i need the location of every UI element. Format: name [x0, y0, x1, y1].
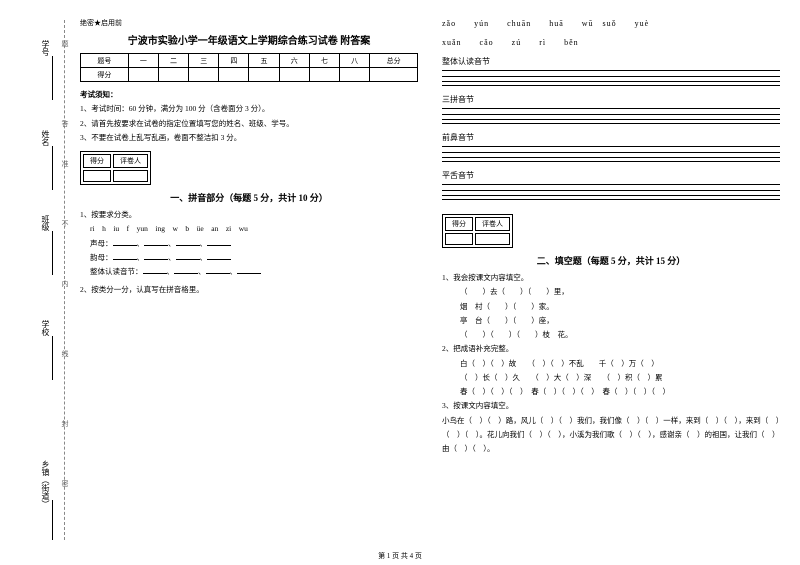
- left-column: 绝密★启用前 宁波市实验小学一年级语文上学期综合练习试卷 附答案 题号 一 二 …: [80, 18, 418, 548]
- fill-row: 春（ ）（ ）（ ） 春（ ）（ ）（ ） 春（ ）（ ）（ ）: [460, 385, 780, 399]
- label-class: 班级: [40, 215, 51, 231]
- cut-label: 答: [60, 120, 70, 127]
- pinyin-line1: zǎo yún chuān huā wū suǒ yuè: [442, 18, 780, 29]
- page-content: 绝密★启用前 宁波市实验小学一年级语文上学期综合练习试卷 附答案 题号 一 二 …: [80, 18, 780, 548]
- th: 四: [219, 54, 249, 68]
- th: 八: [339, 54, 369, 68]
- pinyin-grid: [442, 184, 780, 200]
- cut-label: 密: [60, 480, 70, 487]
- fill-row: （ ）去（ ）（ ）里，: [460, 285, 780, 299]
- fill-row: 烟 村（ ）（ ）家。: [460, 300, 780, 314]
- cut-label: 准: [60, 160, 70, 167]
- th: 一: [128, 54, 158, 68]
- section2-title: 二、填空题（每题 5 分，共计 15 分）: [442, 254, 780, 267]
- cat4-label: 平舌音节: [442, 170, 780, 181]
- page-footer: 第 1 页 共 4 页: [0, 551, 800, 561]
- right-column: zǎo yún chuān huā wū suǒ yuè xuǎn cǎo zú…: [442, 18, 780, 548]
- notice-item: 1、考试时间：60 分钟，满分为 100 分（含卷面分 3 分）。: [80, 102, 418, 116]
- section1-title: 一、拼音部分（每题 5 分，共计 10 分）: [80, 191, 418, 204]
- binding-sidebar: 学号 姓名 班级 学校 乡镇（街道） 题 答 准 不 内 线 封 密: [0, 0, 70, 565]
- table-row: 题号 一 二 三 四 五 六 七 八 总分: [81, 54, 418, 68]
- cut-label: 线: [60, 350, 70, 357]
- th: 五: [249, 54, 279, 68]
- section2-body: 1、我会按课文内容填空。 （ ）去（ ）（ ）里， 烟 村（ ）（ ）家。 亭 …: [442, 271, 780, 456]
- pinyin-line2: xuǎn cǎo zú rì běn: [442, 37, 780, 48]
- score-table: 题号 一 二 三 四 五 六 七 八 总分 得分: [80, 53, 418, 82]
- yunmu-row: 韵母：、、、: [90, 251, 418, 265]
- exam-title: 宁波市实验小学一年级语文上学期综合练习试卷 附答案: [80, 32, 418, 47]
- vline: [52, 336, 53, 380]
- fill-row: （ ）（ ）（ ）枝 花。: [460, 328, 780, 342]
- th: 总分: [370, 54, 418, 68]
- vline: [52, 146, 53, 190]
- pinyin-grid: [442, 146, 780, 162]
- pinyin-grid: [442, 108, 780, 124]
- q2-label: 2、按类分一分，认真写在拼音格里。: [80, 283, 418, 297]
- fill-row: 亭 台（ ）（ ）座，: [460, 314, 780, 328]
- notice-item: 2、请首先按要求在试卷的指定位置填写您的姓名、班级、学号。: [80, 117, 418, 131]
- vline: [52, 56, 53, 100]
- notice-item: 3、不要在试卷上乱写乱画，卷面不整洁扣 3 分。: [80, 131, 418, 145]
- grader-box2: 得分评卷人: [442, 214, 513, 248]
- zhengti-row: 整体认读音节：、、、: [90, 265, 418, 279]
- sb-label: 得分: [83, 154, 111, 168]
- vline: [52, 500, 53, 540]
- th: 三: [189, 54, 219, 68]
- fill-paragraph: 小鸟在（ ）（ ）路，风儿（ ）（ ）我们，我们像（ ）（ ）一样，来到（ ）（…: [442, 414, 780, 457]
- q1-label: 1、按要求分类。: [80, 208, 418, 222]
- label-name: 姓名: [40, 130, 51, 146]
- cat2-label: 三拼音节: [442, 94, 780, 105]
- notice-heading: 考试须知：: [80, 88, 418, 102]
- th: 题号: [81, 54, 129, 68]
- cut-label: 封: [60, 420, 70, 427]
- cut-label: 题: [60, 40, 70, 47]
- cat3-label: 前鼻音节: [442, 132, 780, 143]
- letter-row: ri h iu f yun ing w b üe an zi wu: [90, 222, 418, 236]
- label-studentid: 学号: [40, 40, 51, 56]
- fill-row: （ ）长（ ）久 （ ）大（ ）深 （ ）积（ ）累: [460, 371, 780, 385]
- th: 二: [158, 54, 188, 68]
- shengmu-row: 声母：、、、: [90, 237, 418, 251]
- cat1-label: 整体认读音节: [442, 56, 780, 67]
- section1-body: 1、按要求分类。 ri h iu f yun ing w b üe an zi …: [80, 208, 418, 298]
- label-town: 乡镇（街道）: [40, 460, 51, 508]
- sb-label: 评卷人: [475, 217, 510, 231]
- th: 七: [309, 54, 339, 68]
- sb-label: 评卷人: [113, 154, 148, 168]
- sb-label: 得分: [445, 217, 473, 231]
- cut-label: 不: [60, 220, 70, 227]
- th: 六: [279, 54, 309, 68]
- vline: [52, 231, 53, 275]
- td: 得分: [81, 68, 129, 82]
- grader-box: 得分评卷人: [80, 151, 151, 185]
- q3-label: 3、按课文内容填空。: [442, 399, 780, 413]
- table-row: 得分: [81, 68, 418, 82]
- fill-row: 白（ ）（ ）故 （ ）（ ）不乱 千（ ）万（ ）: [460, 357, 780, 371]
- notice-block: 考试须知： 1、考试时间：60 分钟，满分为 100 分（含卷面分 3 分）。 …: [80, 88, 418, 145]
- label-school: 学校: [40, 320, 51, 336]
- secret-label: 绝密★启用前: [80, 18, 418, 28]
- q2-label: 2、把成语补充完整。: [442, 342, 780, 356]
- cut-label: 内: [60, 280, 70, 287]
- q1-label: 1、我会按课文内容填空。: [442, 271, 780, 285]
- pinyin-grid: [442, 70, 780, 86]
